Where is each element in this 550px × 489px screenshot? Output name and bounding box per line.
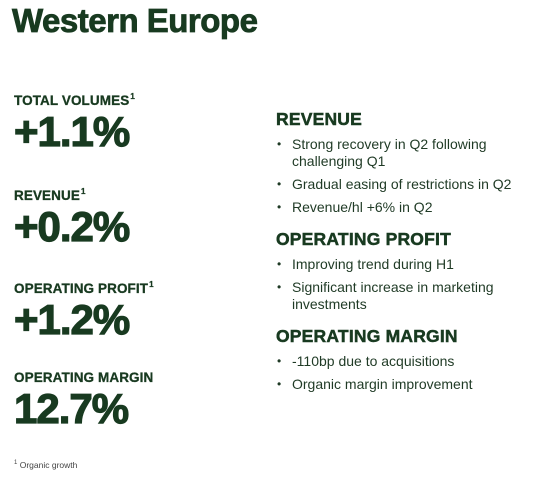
list-item: Organic margin improvement — [276, 376, 541, 393]
section-operating-margin: OPERATING MARGIN -110bp due to acquisiti… — [276, 325, 541, 393]
footnote-mark: 1 — [80, 187, 86, 196]
footnote-text: Organic growth — [19, 460, 78, 470]
footnote-mark: 1 — [149, 280, 154, 289]
metric-total-volumes: TOTAL VOLUMES1 +1.1% — [13, 88, 264, 155]
metric-revenue: REVENUE1 +0.2% — [13, 183, 264, 250]
section-revenue: REVENUE Strong recovery in Q2 following … — [276, 108, 541, 216]
metric-operating-margin: OPERATING MARGIN 12.7% — [13, 365, 264, 432]
metric-value: +1.2% — [13, 296, 130, 343]
section-heading: REVENUE — [276, 109, 363, 130]
list-item: Gradual easing of restrictions in Q2 — [276, 176, 541, 193]
footnote: 1 Organic growth — [14, 460, 77, 470]
key-metrics: TOTAL VOLUMES1 +1.1% REVENUE1 +0.2% OPER… — [13, 88, 264, 454]
section-operating-profit: OPERATING PROFIT Improving trend during … — [276, 228, 541, 313]
list-item: Strong recovery in Q2 following challeng… — [276, 136, 541, 170]
bullet-list: -110bp due to acquisitions Organic margi… — [276, 353, 541, 393]
list-item: Revenue/hl +6% in Q2 — [276, 199, 541, 216]
metric-label: TOTAL VOLUMES1 — [14, 92, 135, 108]
list-item: -110bp due to acquisitions — [276, 353, 541, 370]
footnote-mark: 1 — [14, 460, 18, 467]
metric-value: +0.2% — [13, 203, 130, 250]
bullet-list: Strong recovery in Q2 following challeng… — [276, 136, 541, 216]
metric-label: OPERATING MARGIN — [14, 370, 154, 385]
metric-label: OPERATING PROFIT1 — [14, 280, 154, 296]
metric-value: +1.1% — [13, 108, 130, 155]
commentary: REVENUE Strong recovery in Q2 following … — [276, 108, 541, 405]
bullet-list: Improving trend during H1 Significant in… — [276, 256, 541, 313]
list-item: Significant increase in marketing invest… — [276, 279, 541, 313]
footnote-mark: 1 — [130, 92, 135, 101]
section-heading: OPERATING PROFIT — [276, 229, 451, 250]
section-heading: OPERATING MARGIN — [276, 326, 458, 347]
list-item: Improving trend during H1 — [276, 256, 541, 273]
metric-label: REVENUE1 — [14, 187, 86, 203]
metric-operating-profit: OPERATING PROFIT1 +1.2% — [13, 276, 264, 343]
metric-value: 12.7% — [13, 385, 129, 432]
page-title: Western Europe — [12, 2, 259, 40]
